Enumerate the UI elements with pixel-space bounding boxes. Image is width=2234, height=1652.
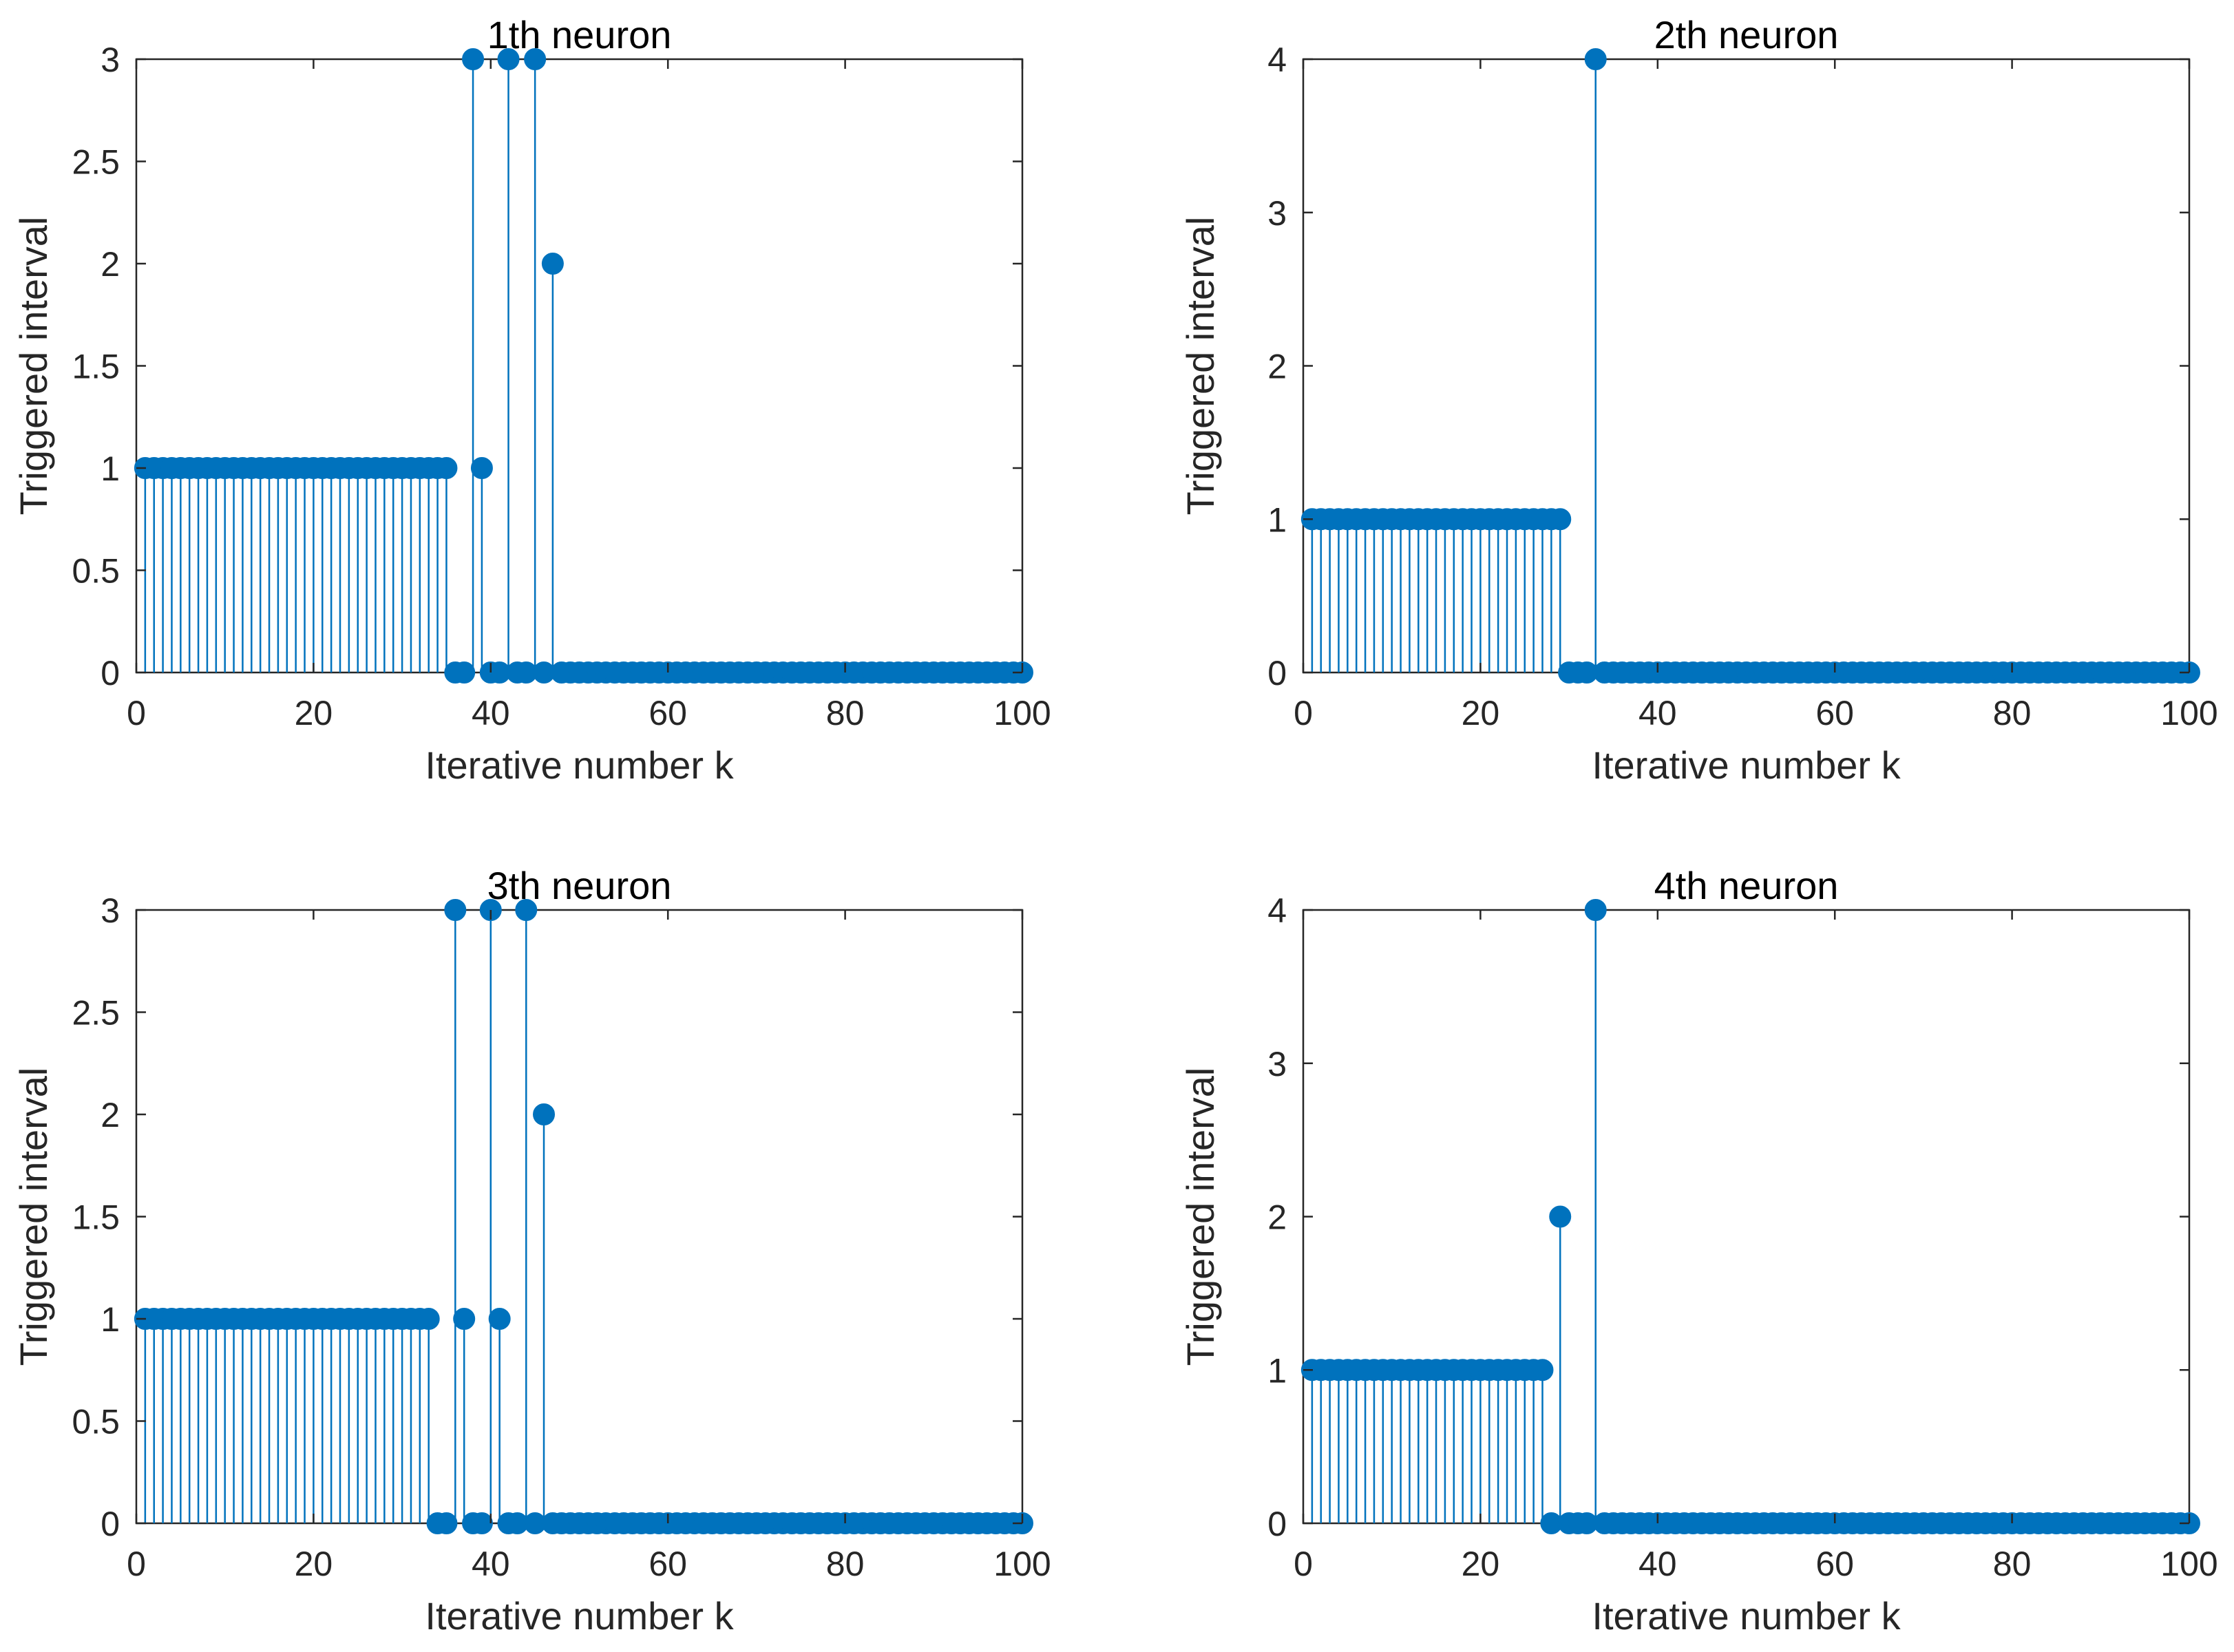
y-tick-label: 4 — [1267, 41, 1287, 79]
stem-marker — [453, 661, 476, 684]
subplot-3: 0 20 40 60 80 100 0 0.5 1 1.5 2 2.5 3 3th neuron Itera… — [12, 864, 1051, 1638]
stem-marker — [470, 1512, 493, 1534]
y-axis-label: Triggered interval — [12, 1068, 55, 1366]
stem-marker — [453, 1308, 476, 1330]
x-tick-label: 60 — [649, 1545, 687, 1583]
x-tick-label: 60 — [1815, 694, 1854, 732]
x-tick-label: 20 — [295, 694, 333, 732]
x-tick-label: 100 — [993, 694, 1051, 732]
stem-marker — [497, 48, 520, 70]
y-tick-label: 1 — [1267, 500, 1287, 539]
x-tick-label: 80 — [1993, 694, 2032, 732]
y-tick-label: 3 — [101, 891, 120, 930]
stem-marker — [435, 457, 458, 479]
y-tick-label: 1 — [101, 1300, 120, 1339]
chart-title: 4th neuron — [1654, 864, 1839, 907]
y-tick-label: 3 — [1267, 194, 1287, 233]
x-tick-label: 80 — [1993, 1545, 2032, 1583]
y-tick-label: 0 — [1267, 654, 1287, 692]
x-tick-label: 20 — [1462, 1545, 1500, 1583]
chart-title: 2th neuron — [1654, 13, 1839, 56]
x-tick-label: 40 — [1638, 694, 1677, 732]
y-tick-label: 1.5 — [72, 348, 120, 386]
stem-marker — [1531, 1359, 1554, 1381]
y-tick-label: 2.5 — [72, 994, 120, 1032]
subplot-1: 0 20 40 60 80 100 0 0.5 1 1.5 2 2.5 3 1th neuron Itera… — [12, 13, 1051, 787]
x-tick-label: 60 — [649, 694, 687, 732]
chart-title: 1th neuron — [487, 13, 672, 56]
x-tick-label: 0 — [127, 694, 146, 732]
subplot-2: 0 20 40 60 80 100 0 1 2 3 4 2th neuron Iterative num… — [1179, 13, 2218, 787]
stem-marker — [541, 253, 564, 275]
y-tick-label: 0 — [101, 654, 120, 692]
y-tick-label: 2 — [101, 245, 120, 284]
x-axis-label: Iterative number k — [425, 1594, 734, 1638]
axes-box — [1302, 909, 2191, 1525]
x-tick-label: 20 — [1462, 694, 1500, 732]
x-tick-label: 40 — [472, 1545, 510, 1583]
stem-marker — [1584, 899, 1607, 921]
y-axis-label: Triggered interval — [1179, 1068, 1222, 1366]
axes-box — [135, 909, 1024, 1525]
x-tick-label: 40 — [1638, 1545, 1677, 1583]
y-tick-label: 2 — [1267, 1198, 1287, 1237]
stem-marker — [488, 1308, 511, 1330]
stem-marker — [462, 48, 485, 70]
axes-box — [1302, 58, 2191, 674]
stem-marker — [1549, 1205, 1572, 1228]
x-tick-label: 40 — [472, 694, 510, 732]
y-tick-label: 1 — [1267, 1351, 1287, 1390]
x-tick-label: 0 — [1294, 694, 1313, 732]
y-tick-label: 1.5 — [72, 1198, 120, 1237]
stem-marker — [1549, 508, 1572, 531]
x-tick-label: 100 — [2160, 1545, 2217, 1583]
stem-marker — [435, 1512, 458, 1534]
x-tick-label: 100 — [2160, 694, 2217, 732]
y-axis-label: Triggered interval — [1179, 217, 1222, 516]
stem-series — [134, 48, 1033, 684]
stem-marker — [444, 899, 467, 921]
x-tick-label: 0 — [127, 1545, 146, 1583]
x-axis-label: Iterative number k — [1592, 743, 1901, 787]
y-tick-label: 3 — [1267, 1045, 1287, 1083]
stem-marker — [417, 1308, 440, 1330]
x-tick-label: 20 — [295, 1545, 333, 1583]
subplot-4: 0 20 40 60 80 100 0 1 2 3 4 4th neuron Iterative num… — [1179, 864, 2218, 1638]
y-tick-label: 0 — [101, 1505, 120, 1543]
x-axis-label: Iterative number k — [425, 743, 734, 787]
y-tick-label: 0.5 — [72, 552, 120, 591]
stem-marker — [533, 1103, 556, 1125]
stem-marker — [524, 48, 547, 70]
y-tick-label: 0 — [1267, 1505, 1287, 1543]
stem-series — [134, 899, 1033, 1534]
y-tick-label: 2 — [1267, 348, 1287, 386]
axes-box — [135, 58, 1024, 674]
y-tick-label: 0.5 — [72, 1403, 120, 1441]
chart-title: 3th neuron — [487, 864, 672, 907]
stem-marker — [515, 899, 538, 921]
x-tick-label: 100 — [993, 1545, 1051, 1583]
stem-series — [1300, 899, 2200, 1534]
x-tick-label: 0 — [1294, 1545, 1313, 1583]
y-tick-label: 1 — [101, 449, 120, 488]
stem-series — [1300, 48, 2200, 684]
stem-marker — [1584, 48, 1607, 70]
y-tick-label: 4 — [1267, 891, 1287, 930]
x-tick-label: 60 — [1815, 1545, 1854, 1583]
x-tick-label: 80 — [826, 694, 865, 732]
y-tick-label: 2 — [101, 1096, 120, 1134]
y-tick-label: 2.5 — [72, 143, 120, 182]
x-tick-label: 80 — [826, 1545, 865, 1583]
x-axis-label: Iterative number k — [1592, 1594, 1901, 1638]
y-tick-label: 3 — [101, 41, 120, 79]
y-axis-label: Triggered interval — [12, 217, 55, 516]
stem-marker — [470, 457, 493, 479]
